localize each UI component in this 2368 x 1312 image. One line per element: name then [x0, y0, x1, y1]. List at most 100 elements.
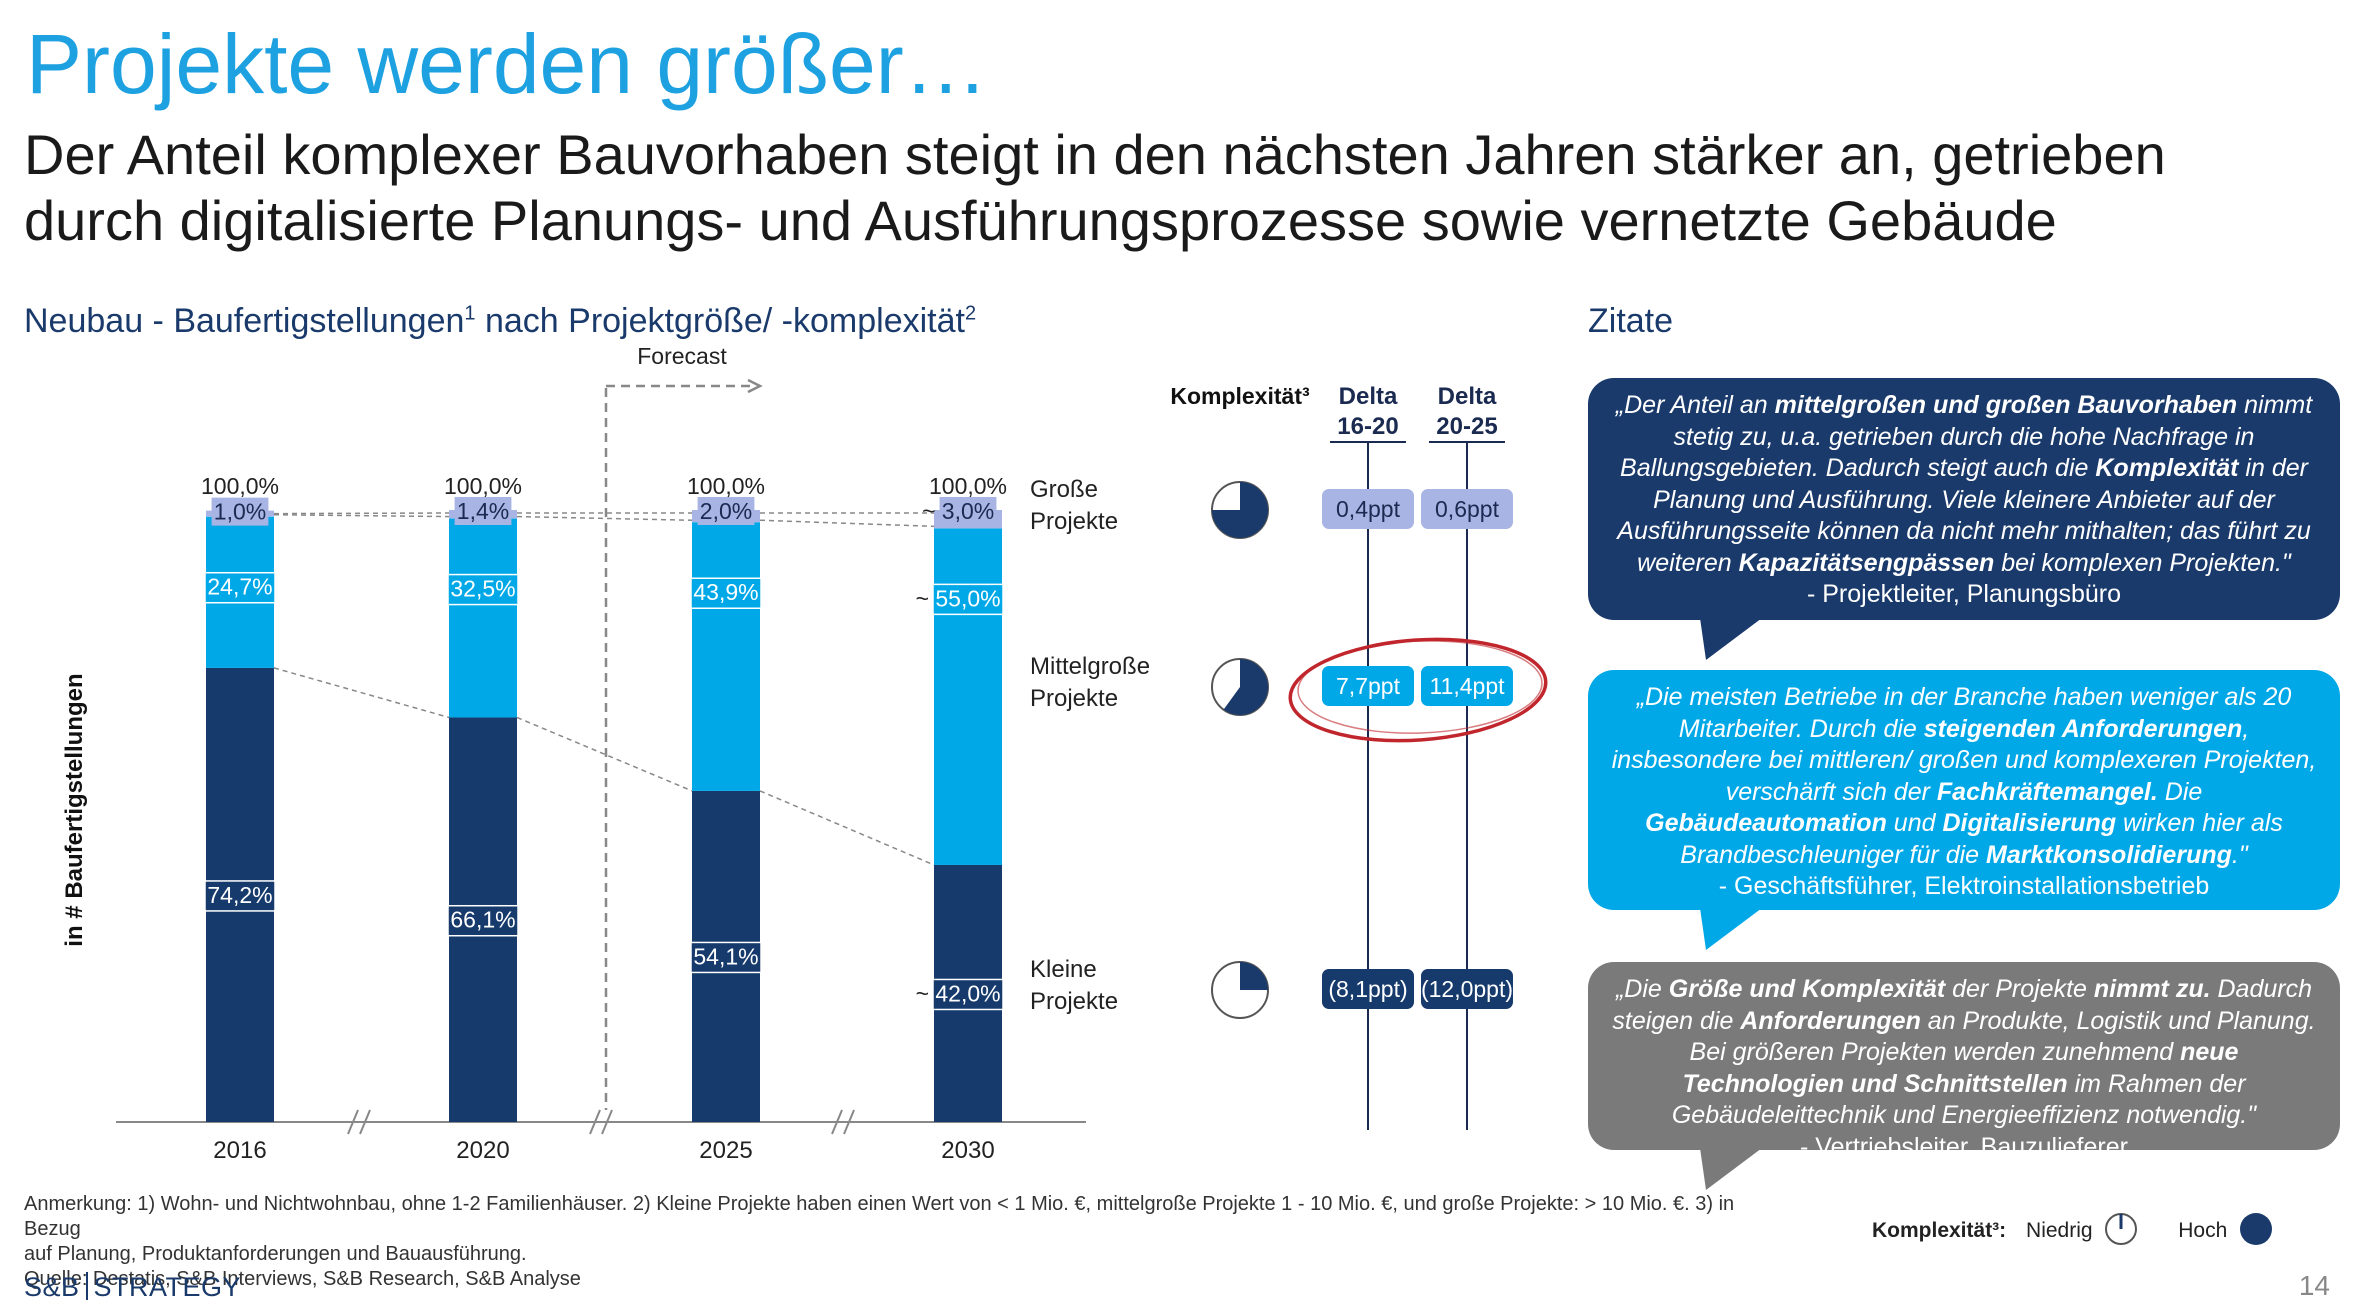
quote-segment: und [1886, 809, 1943, 837]
quote-emphasis: Gebäudeautomation [1645, 809, 1887, 837]
segment-value-label: 24,7% [207, 574, 272, 600]
complexity-header: Komplexität³ [1170, 383, 1310, 409]
quote-bubble: „Die Größe und Komplexität der Projekte … [1588, 962, 2340, 1161]
trend-connector [273, 667, 450, 719]
quote-segment: Dadurch steigen die [1612, 975, 2312, 1035]
series-label-line1: Kleine [1030, 956, 1097, 983]
page-number: 14 [2298, 1270, 2330, 1301]
footnote-line-1: Anmerkung: 1) Wohn- und Nichtwohnbau, oh… [24, 1193, 1735, 1240]
approx-marker: ~ [922, 498, 935, 524]
quote-emphasis: steigenden Anforderungen [1923, 714, 2243, 743]
segment-label-bg [932, 583, 1004, 616]
footnote-line-2: auf Planung, Produktanforderungen und Ba… [24, 1243, 527, 1265]
quote-source: - Geschäftsführer, Elektroinstallationsb… [1718, 872, 2210, 900]
bar-total-label: 100,0% [444, 473, 522, 499]
axis-break-mark [589, 1109, 601, 1135]
segment-value-label: 2,0% [700, 498, 752, 524]
trend-connector [759, 519, 935, 528]
delta-value: 0,4ppt [1336, 496, 1401, 522]
delta-pill [1322, 489, 1414, 529]
bar-segment-medium [934, 528, 1002, 865]
chart-section-title-text: Neubau - Baufertigstellungen [24, 302, 465, 340]
delta-value: (8,1ppt) [1328, 976, 1407, 1002]
segment-label-bg [447, 573, 519, 606]
brand-right: STRATEGY [93, 1272, 242, 1302]
quote-segment: im Rahmen der Gebäudeleittechnik und Ene… [1671, 1069, 2257, 1130]
quote-segment: ." [2231, 840, 2248, 869]
quote-text: „Die meisten Betriebe in der Branche hab… [1606, 682, 2322, 871]
axis-break-mark [601, 1109, 613, 1135]
complexity-pie-fill [1223, 659, 1268, 715]
stacked-bar-chart: in # Baufertigstellungen Forecast 74,2% 24,… [61, 343, 1548, 1164]
chart-title-footnote-2: 2 [964, 302, 977, 325]
legend-high-label: Hoch [2178, 1219, 2228, 1242]
chart-section-title-mid: nach Projektgröße/ -komplexität [475, 302, 965, 340]
chart-title-footnote-1: 1 [464, 302, 476, 325]
delta-pill [1421, 666, 1513, 706]
delta-value: 7,7ppt [1336, 673, 1401, 699]
quote-emphasis: Anforderungen [1740, 1006, 1921, 1035]
quote-emphasis: Marktkonsolidierung [1986, 840, 2232, 869]
trend-connector [516, 716, 693, 792]
quote-text: „Der Anteil an mittelgroßen und großen B… [1606, 390, 2322, 579]
segment-label-bg [690, 941, 762, 974]
segment-label-bg [211, 497, 269, 526]
segment-label-bg [447, 904, 519, 937]
quote-segment: an Produkte, Logistik und Planung. Bei g… [1689, 1006, 2316, 1067]
series-label-line2: Projekte [1030, 685, 1118, 712]
x-tick-label: 2025 [699, 1137, 752, 1164]
x-tick-label: 2030 [941, 1137, 994, 1164]
bar-segment-medium [449, 518, 517, 718]
trend-connector [273, 512, 450, 515]
bubble-tail [1700, 908, 1762, 950]
quote-source: - Vertriebsleiter, Bauzulieferer [1800, 1132, 2128, 1161]
quote-segment: Die [2157, 777, 2203, 806]
quote-bubble: „Der Anteil an mittelgroßen und großen B… [1588, 378, 2340, 620]
axis-break-mark [843, 1109, 855, 1135]
page-subtitle: Der Anteil komplexer Bauvorhaben steigt … [24, 122, 2166, 254]
x-tick-label: 2016 [213, 1137, 266, 1164]
segment-value-label: 54,1% [693, 943, 758, 969]
footnote-line-3: Quelle: Destatis, S&B Interviews, S&B Re… [24, 1268, 581, 1290]
segment-label-bg [690, 577, 762, 609]
segment-value-label: 32,5% [450, 576, 515, 602]
quotes-section-title: Zitate [1588, 302, 1674, 340]
delta-pill [1421, 489, 1513, 529]
segment-value-label: 42,0% [935, 980, 1000, 1006]
bubble-tail [1700, 618, 1762, 660]
legend-label: Komplexität³: [1872, 1219, 2007, 1242]
delta-pill [1421, 969, 1513, 1009]
y-axis-label: in # Baufertigstellungen [61, 673, 88, 946]
quote-segment: , insbesondere bei mittleren/ großen und… [1611, 714, 2317, 806]
delta-pill [1322, 666, 1414, 706]
axis-break-mark [347, 1109, 359, 1135]
quote-emphasis: Größe und Komplexität [1668, 975, 1946, 1003]
trend-connector [273, 513, 450, 518]
delta-header-line1: Delta [1339, 383, 1398, 410]
quote-segment: nimmt stetig zu, u.a. getrieben durch di… [1620, 391, 2313, 482]
segment-label-bg [204, 880, 276, 912]
trend-connector [516, 515, 693, 521]
segment-value-label: 66,1% [450, 907, 515, 933]
segment-label-bg [697, 497, 755, 525]
quote-segment: in der Planung und Ausführung. Viele kle… [1617, 454, 2311, 577]
delta-header-line2: 20-25 [1436, 413, 1497, 440]
quote-emphasis: Digitalisierung [1942, 809, 2117, 837]
segment-value-label: 43,9% [693, 579, 758, 605]
segment-value-label: 1,4% [457, 498, 509, 524]
delta-value: 11,4ppt [1429, 673, 1505, 699]
forecast-label: Forecast [637, 343, 727, 369]
axis-break-mark [831, 1109, 843, 1135]
quote-segment: wirken hier als Brandbeschleuniger für d… [1680, 809, 2283, 869]
approx-marker: ~ [916, 585, 929, 611]
bar-segment-medium [692, 522, 760, 791]
segment-value-label: 55,0% [935, 585, 1000, 611]
quote-emphasis: Fachkräftemangel. [1936, 777, 2158, 806]
segment-value-label: 74,2% [207, 882, 272, 908]
quote-emphasis: mittelgroßen und großen Bauvorhaben [1774, 391, 2238, 419]
complexity-pie-fill [1240, 962, 1268, 990]
quote-source: - Projektleiter, Planungsbüro [1806, 580, 2122, 608]
quote-segment: „Die [1615, 975, 1669, 1003]
delta-value: (12,0ppt) [1421, 976, 1513, 1002]
forecast-arrow-head [747, 378, 763, 394]
